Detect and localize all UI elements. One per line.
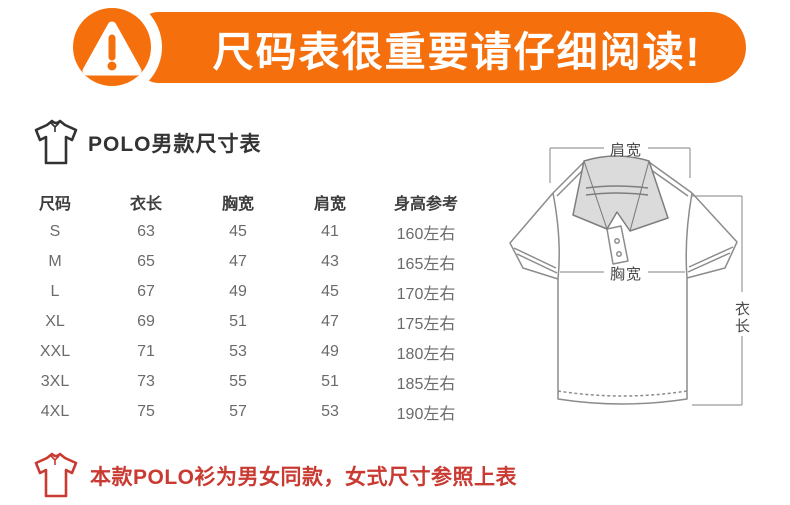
cell: 45 xyxy=(229,223,247,240)
cell: 51 xyxy=(229,313,247,330)
cell: 4XL xyxy=(40,403,70,420)
header-cell-size: 尺码 xyxy=(38,196,71,213)
table-row: M 65 47 43 165左右 xyxy=(10,247,480,277)
header-cell-chest: 胸宽 xyxy=(221,196,254,213)
table-row: XXL 71 53 49 180左右 xyxy=(10,337,480,367)
cell: 53 xyxy=(321,403,339,420)
cell: XXL xyxy=(39,343,71,360)
warning-banner: 尺码表很重要请仔细阅读! xyxy=(140,12,746,83)
cell: 73 xyxy=(137,373,155,390)
footnote-text: 本款POLO衫为男女同款，女式尺寸参照上表 xyxy=(90,466,518,489)
cell: 185左右 xyxy=(396,376,456,393)
cell: 55 xyxy=(229,373,247,390)
cell: 180左右 xyxy=(396,346,456,363)
tshirt-icon xyxy=(34,119,78,165)
section-title: POLO男款尺寸表 xyxy=(88,133,262,156)
cell: L xyxy=(50,283,60,300)
polo-shirt-drawing xyxy=(509,147,743,406)
shoulder-width-label: 肩宽 xyxy=(609,142,642,159)
garment-length-label: 衣长 xyxy=(733,301,750,335)
cell: 190左右 xyxy=(396,406,456,423)
chest-width-label: 胸宽 xyxy=(609,266,642,283)
cell: 47 xyxy=(321,313,339,330)
cell: 67 xyxy=(137,283,155,300)
cell: M xyxy=(48,253,62,270)
cell: 175左右 xyxy=(396,316,456,333)
table-row: XL 69 51 47 175左右 xyxy=(10,307,480,337)
cell: 75 xyxy=(137,403,155,420)
size-table: 尺码 衣长 胸宽 肩宽 身高参考 S 63 45 41 160左右 M 65 4… xyxy=(10,187,480,427)
cell: 45 xyxy=(321,283,339,300)
header-cell-length: 衣长 xyxy=(129,196,162,213)
footnote-tshirt-icon xyxy=(34,452,78,498)
cell: 57 xyxy=(229,403,247,420)
cell: 170左右 xyxy=(396,286,456,303)
table-row: L 67 49 45 170左右 xyxy=(10,277,480,307)
cell: 53 xyxy=(229,343,247,360)
banner-title: 尺码表很重要请仔细阅读! xyxy=(212,28,702,75)
cell: 3XL xyxy=(40,373,70,390)
cell: 69 xyxy=(137,313,155,330)
table-row: 3XL 73 55 51 185左右 xyxy=(10,367,480,397)
table-header-row: 尺码 衣长 胸宽 肩宽 身高参考 xyxy=(10,187,480,217)
cell: XL xyxy=(45,313,65,330)
cell: 47 xyxy=(229,253,247,270)
table-row: 4XL 75 57 53 190左右 xyxy=(10,397,480,427)
table-row: S 63 45 41 160左右 xyxy=(10,217,480,247)
cell: 165左右 xyxy=(396,256,456,273)
cell: 65 xyxy=(137,253,155,270)
cell: 41 xyxy=(321,223,339,240)
warning-triangle-icon xyxy=(73,8,151,86)
cell: S xyxy=(49,223,61,240)
cell: 51 xyxy=(321,373,339,390)
cell: 160左右 xyxy=(396,226,456,243)
header-cell-shoulder: 肩宽 xyxy=(313,196,346,213)
cell: 71 xyxy=(137,343,155,360)
polo-diagram: 肩宽 胸宽 衣长 xyxy=(500,115,790,445)
cell: 49 xyxy=(229,283,247,300)
cell: 63 xyxy=(137,223,155,240)
header-cell-height: 身高参考 xyxy=(393,196,458,213)
cell: 49 xyxy=(321,343,339,360)
cell: 43 xyxy=(321,253,339,270)
